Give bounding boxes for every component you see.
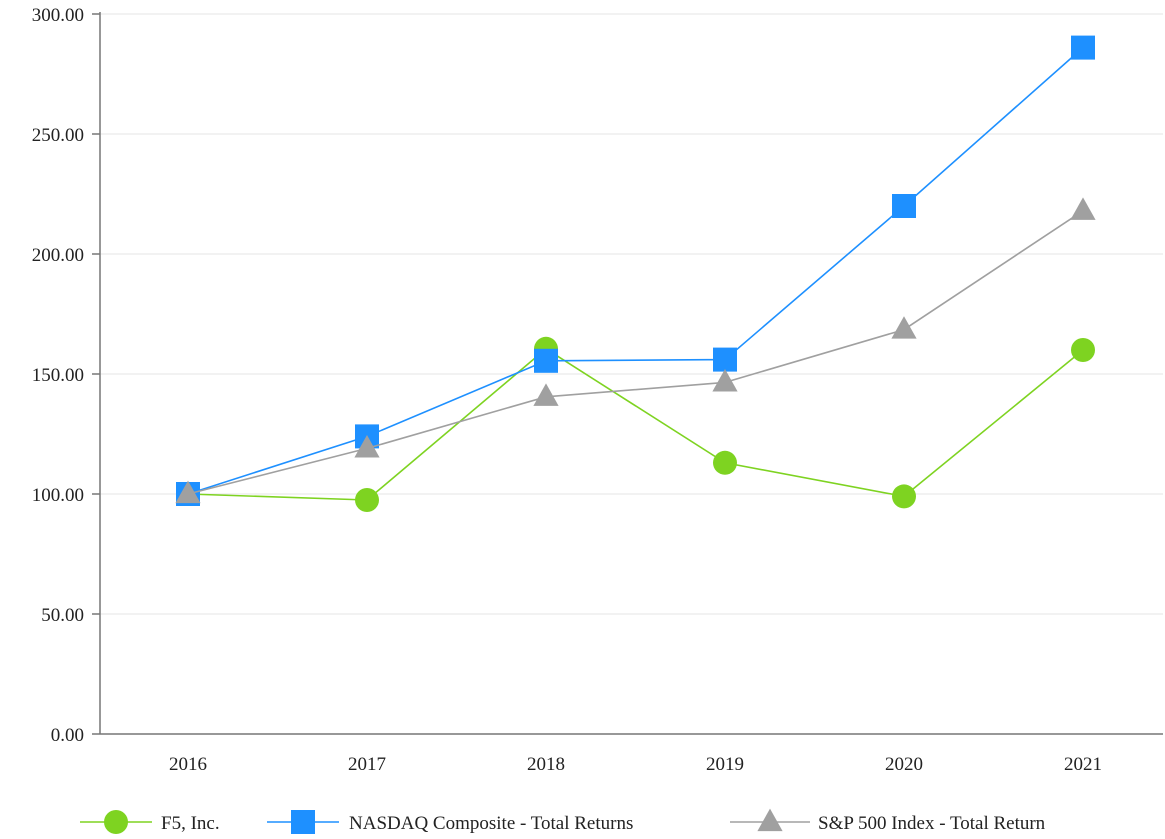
- data-point: [1071, 338, 1095, 362]
- data-point: [534, 348, 558, 373]
- data-point: [1070, 197, 1096, 220]
- legend-label: NASDAQ Composite - Total Returns: [349, 813, 633, 834]
- x-tick-label: 2019: [706, 754, 744, 775]
- y-tick-label: 200.00: [32, 245, 84, 266]
- y-tick-label: 0.00: [51, 725, 84, 746]
- gridlines: [100, 13, 1163, 615]
- x-tick-label: 2016: [169, 754, 207, 775]
- data-point: [892, 194, 916, 218]
- data-point: [175, 480, 201, 504]
- legend-marker: [291, 810, 315, 834]
- data-point: [533, 383, 559, 406]
- data-point: [713, 450, 737, 475]
- legend-label: F5, Inc.: [161, 813, 220, 834]
- y-tick-label: 150.00: [32, 365, 84, 386]
- axes: 0.00 50.00 100.00 150.00 200.00 250.00 300.00 2…: [32, 5, 1163, 775]
- series-line: [187, 347, 1084, 501]
- series-line: [187, 47, 1084, 495]
- data-point: [355, 488, 379, 512]
- x-tick-label: 2017: [348, 754, 386, 775]
- series: [175, 35, 1096, 512]
- x-tick-label: 2021: [1064, 754, 1102, 775]
- series-circle: [176, 336, 1095, 512]
- y-tick-label: 300.00: [32, 5, 84, 26]
- data-point: [713, 347, 737, 372]
- legend-item: NASDAQ Composite - Total Returns: [267, 810, 633, 834]
- series-triangle: [175, 197, 1096, 504]
- data-point: [891, 316, 917, 339]
- x-tick-label: 2018: [527, 754, 565, 775]
- y-tick-label: 100.00: [32, 485, 84, 506]
- legend-item: S&P 500 Index - Total Return: [730, 808, 1046, 834]
- legend-marker: [104, 810, 128, 834]
- data-point: [712, 369, 738, 392]
- legend-marker: [757, 808, 783, 832]
- series-line: [187, 210, 1084, 495]
- x-tick-label: 2020: [885, 754, 923, 775]
- legend-label: S&P 500 Index - Total Return: [818, 813, 1046, 834]
- data-point: [1071, 35, 1095, 60]
- series-square: [176, 35, 1095, 506]
- data-point: [354, 435, 380, 458]
- legend-item: F5, Inc.: [80, 810, 220, 834]
- y-tick-label: 250.00: [32, 125, 84, 146]
- legend: F5, Inc. NASDAQ Composite - Total Returns…: [80, 808, 1046, 834]
- y-tick-label: 50.00: [41, 605, 84, 626]
- data-point: [892, 484, 916, 509]
